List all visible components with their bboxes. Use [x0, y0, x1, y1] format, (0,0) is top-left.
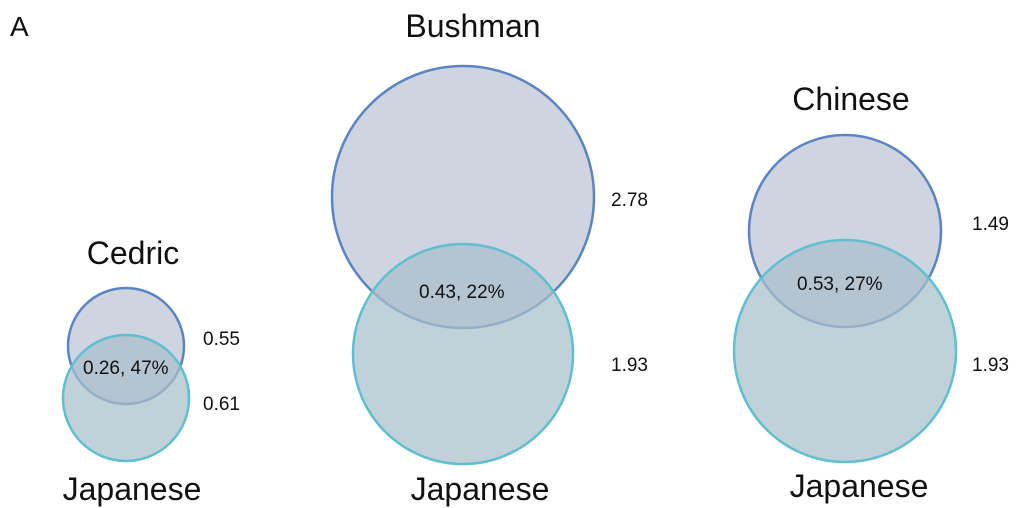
venn-1-bottom-name: Japanese — [63, 471, 202, 507]
venn-3-bottom-name: Japanese — [790, 468, 929, 504]
venn-3-overlap-label: 0.53, 27% — [797, 274, 883, 295]
venn-2-overlap-label: 0.43, 22% — [419, 282, 505, 303]
venn-2-bottom-name: Japanese — [411, 471, 550, 507]
venn-3-top-value: 1.49 — [972, 214, 1009, 235]
venn-2-top-value: 2.78 — [611, 190, 648, 211]
venn-1-overlap-label: 0.26, 47% — [83, 358, 169, 379]
venn-3-top-name: Chinese — [792, 81, 909, 117]
venn-1-top-value: 0.55 — [203, 329, 240, 350]
venn-1-bottom-circle — [61, 333, 191, 463]
venn-3-bottom-circle — [732, 238, 958, 464]
venn-1-bottom-value: 0.61 — [203, 394, 240, 415]
venn-3-bottom-value: 1.93 — [972, 355, 1009, 376]
venn-1-top-name: Cedric — [87, 235, 179, 271]
venn-2-top-name: Bushman — [405, 8, 540, 44]
venn-diagram-1: Cedric Japanese 0.55 0.61 0.26, 47% — [61, 235, 240, 507]
panel-label: A — [10, 11, 29, 42]
venn-2-bottom-value: 1.93 — [611, 355, 648, 376]
venn-diagram-3: Chinese Japanese 1.49 1.93 0.53, 27% — [732, 81, 1009, 504]
venn-diagram-2: Bushman Japanese 2.78 1.93 0.43, 22% — [330, 8, 648, 507]
venn-2-bottom-circle — [351, 242, 575, 466]
